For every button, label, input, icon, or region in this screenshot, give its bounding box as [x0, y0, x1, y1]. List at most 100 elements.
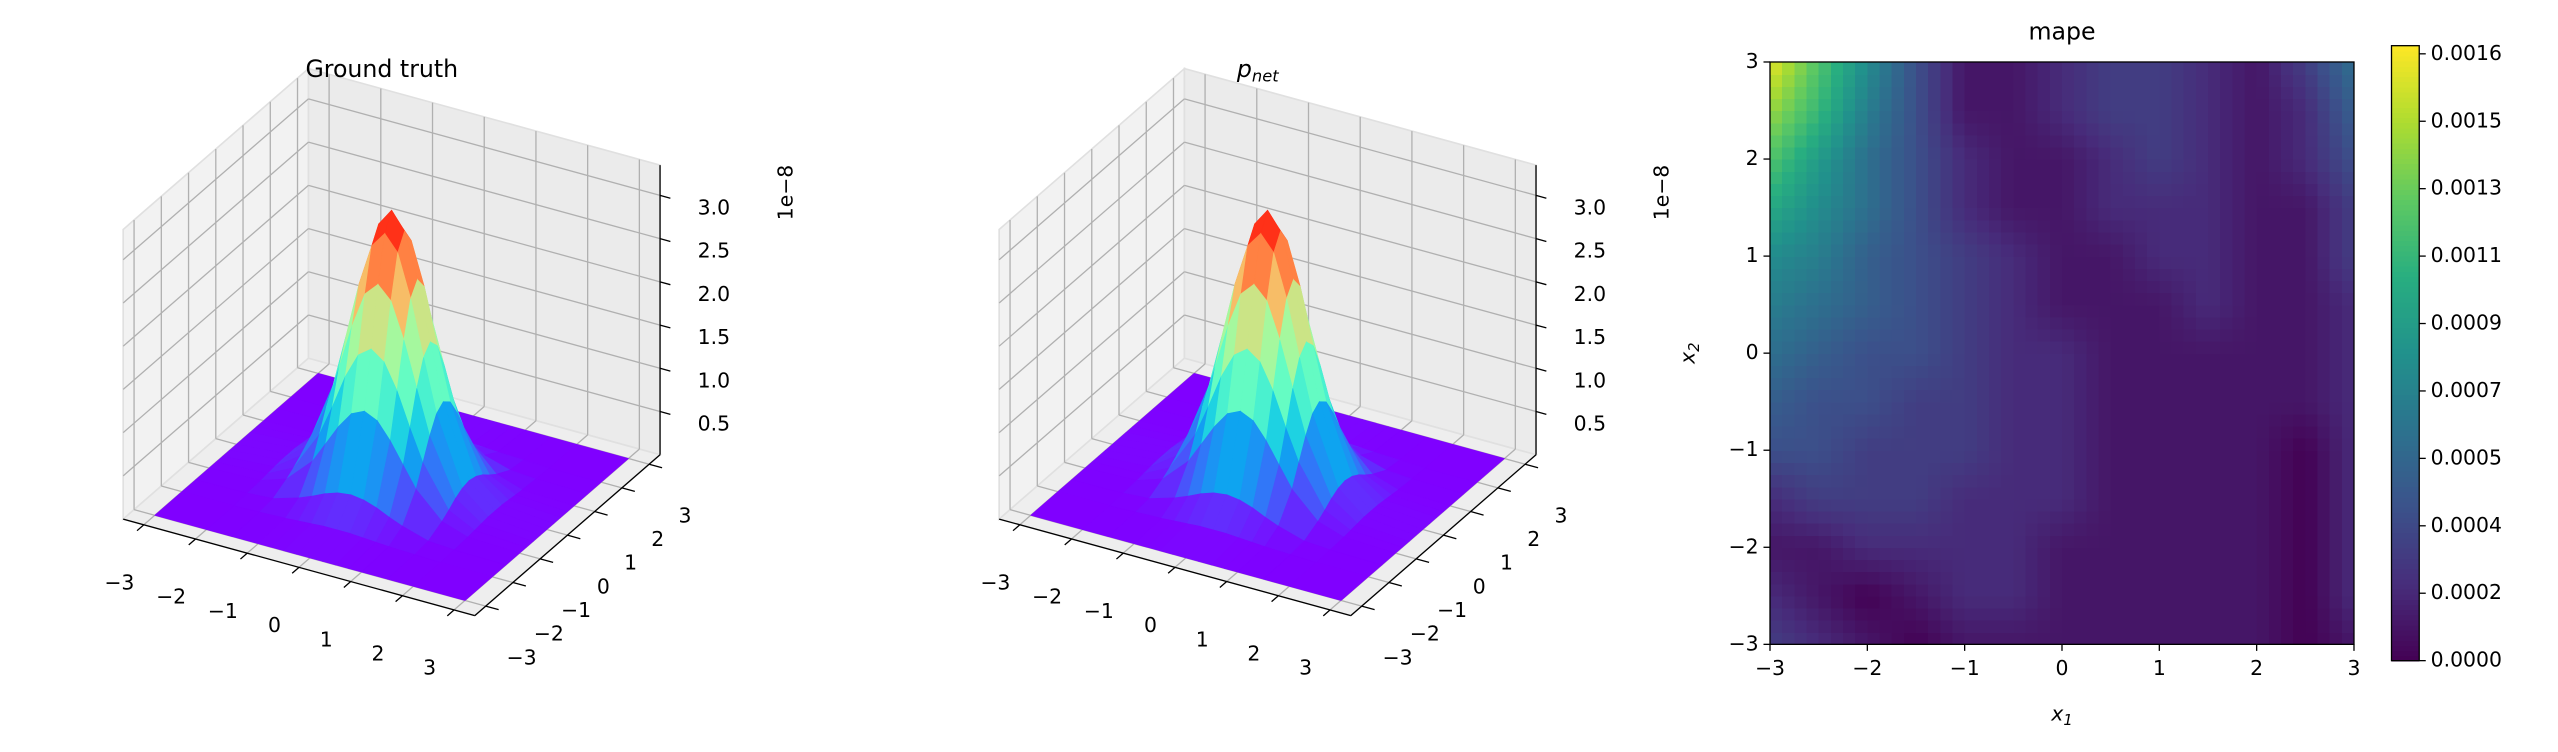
heatmap-cell	[2305, 292, 2319, 306]
heatmap-cell	[2256, 462, 2270, 476]
heatmap-cell	[1988, 583, 2002, 597]
y-tick-label: −1	[561, 598, 591, 622]
heatmap-cell	[2317, 620, 2331, 633]
heatmap-cell	[2317, 256, 2331, 269]
heatmap-cell	[2171, 183, 2185, 197]
heatmap-cell	[2134, 292, 2148, 306]
heatmap-cell	[1940, 280, 1954, 294]
heatmap-cell	[2098, 595, 2112, 609]
colorbar-segment	[2391, 86, 2420, 93]
colorbar-segment	[2391, 230, 2420, 236]
heatmap-cell	[2183, 607, 2197, 621]
heatmap-cell	[2329, 292, 2343, 306]
heatmap-cell	[2013, 571, 2027, 585]
heatmap-cell	[2171, 559, 2185, 573]
heatmap-cell	[2244, 583, 2258, 597]
colorbar-segment	[2391, 440, 2420, 447]
heatmap-cell	[1867, 450, 1881, 464]
colorbar-segment	[2391, 604, 2420, 611]
heatmap-cell	[1782, 219, 1795, 233]
heatmap-cell	[1940, 474, 1954, 488]
heatmap-cell	[2207, 401, 2221, 415]
heatmap-cell	[2086, 523, 2100, 536]
z-tick-label: 1.5	[698, 325, 730, 349]
heatmap-cell	[2293, 183, 2306, 197]
heatmap-cell	[1964, 535, 1978, 548]
heatmap-cell	[2317, 559, 2331, 573]
heatmap-cell	[2122, 146, 2136, 160]
heatmap-cell	[2061, 425, 2075, 439]
heatmap-cell	[1903, 632, 1917, 645]
colorbar-segment	[2391, 368, 2420, 375]
heatmap-cell	[2317, 377, 2331, 391]
heatmap-cell	[2025, 122, 2039, 136]
heatmap-cell	[2256, 243, 2270, 257]
heatmap-cell	[2293, 353, 2306, 366]
heatmap-cell	[2268, 219, 2282, 233]
colorbar-tick-label: 0.0015	[2431, 108, 2502, 132]
heatmap-cell	[2171, 607, 2185, 621]
heatmap-cell	[2341, 547, 2355, 561]
heatmap-cell	[1818, 474, 1832, 488]
heatmap-cell	[2049, 122, 2063, 136]
heatmap-cell	[2232, 292, 2246, 306]
heatmap-cell	[2329, 583, 2343, 597]
heatmap-cell	[1867, 341, 1881, 354]
heatmap-cell	[1782, 304, 1795, 318]
heatmap-cell	[1770, 486, 1783, 500]
heatmap-cell	[1915, 353, 1929, 366]
heatmap-cell	[2207, 474, 2221, 488]
heatmap-cell	[1940, 510, 1954, 524]
heatmap-cell	[1794, 595, 1808, 609]
heatmap-cell	[1891, 607, 1905, 621]
heatmap-cell	[1806, 146, 1820, 160]
heatmap-cell	[2171, 571, 2185, 585]
heatmap-cell	[1903, 486, 1917, 500]
heatmap-cell	[2147, 219, 2160, 233]
heatmap-cell	[2244, 195, 2258, 209]
heatmap-cell	[1915, 571, 1929, 585]
heatmap-cell	[2280, 559, 2294, 573]
heatmap-cell	[1770, 450, 1783, 464]
heatmap-cell	[2280, 134, 2294, 148]
heatmap-cell	[2037, 219, 2051, 233]
heatmap-cell	[2232, 86, 2246, 100]
heatmap-cell	[1964, 583, 1978, 597]
heatmap-cell	[1843, 571, 1856, 585]
heatmap-cell	[1940, 535, 1954, 548]
heatmap-cell	[2061, 462, 2075, 476]
heatmap-cell	[1806, 535, 1820, 548]
heatmap-cell	[1952, 316, 1966, 330]
heatmap-cell	[2098, 523, 2112, 536]
heatmap-cell	[2195, 219, 2209, 233]
heatmap-cell	[1794, 316, 1808, 330]
heatmap-cell	[2110, 207, 2124, 221]
heatmap-cell	[1964, 401, 1978, 415]
heatmap-cell	[2220, 450, 2233, 464]
heatmap-cell	[2317, 183, 2331, 197]
tick-mark	[540, 558, 554, 564]
heatmap-cell	[2110, 450, 2124, 464]
heatmap-cell	[2086, 632, 2100, 645]
heatmap-cell	[2207, 328, 2221, 342]
heatmap-cell	[2001, 620, 2014, 633]
heatmap-cell	[2183, 620, 2197, 633]
heatmap-cell	[1928, 207, 1941, 221]
heatmap-cell	[2122, 595, 2136, 609]
heatmap-cell	[1976, 583, 1990, 597]
heatmap-cell	[2074, 571, 2087, 585]
heatmap-cell	[1855, 401, 1868, 415]
heatmap-cell	[2317, 607, 2331, 621]
heatmap-cell	[2001, 231, 2014, 245]
heatmap-cell	[1879, 122, 1893, 136]
heatmap-cell	[2037, 231, 2051, 245]
heatmap-cell	[2147, 159, 2160, 172]
heatmap-cell	[1770, 86, 1783, 100]
heatmap-cell	[2025, 207, 2039, 221]
heatmap-cell	[2293, 547, 2306, 561]
heatmap-cell	[2183, 450, 2197, 464]
colorbar-segment	[2391, 558, 2420, 564]
x-tick-label: −2	[1032, 585, 1062, 609]
heatmap-cell	[1964, 219, 1978, 233]
heatmap-cell	[2013, 292, 2027, 306]
